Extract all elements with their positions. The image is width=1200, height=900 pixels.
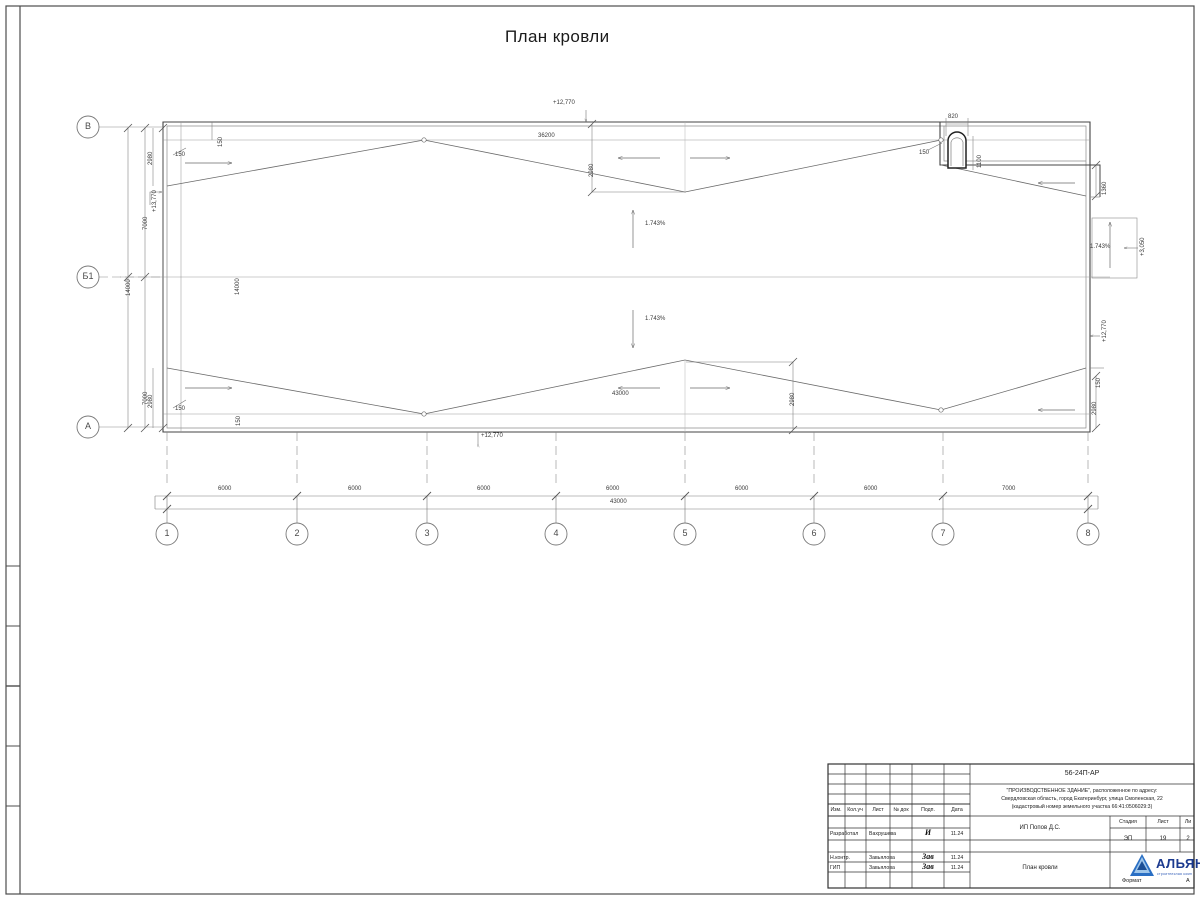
- lower-ridge-dimension: [686, 357, 798, 435]
- hdim-total: 43000: [610, 499, 627, 505]
- axis-label-6: 6: [811, 528, 817, 538]
- elevation-left: +13,770: [152, 190, 158, 212]
- col-ndok: № док: [893, 807, 909, 813]
- sheet-border: [5, 5, 1195, 895]
- drawing-name: План кровли: [1022, 865, 1058, 871]
- axis-label-8: 8: [1085, 528, 1091, 538]
- hdim-7: 7000: [1002, 486, 1016, 492]
- parapet-dim-4: 150: [236, 415, 242, 426]
- parapet-dim-1: 150: [218, 136, 224, 147]
- slope-label-bottom: 1.743%: [645, 316, 666, 322]
- hdim-2: 6000: [348, 486, 362, 492]
- letter-axes: [76, 115, 163, 439]
- parapet-dim-3: 150: [175, 406, 186, 412]
- format-value: А: [1186, 878, 1190, 884]
- axis-label-2: 2: [294, 528, 300, 538]
- company-logo-icon: [1130, 854, 1154, 876]
- format-label: Формат: [1122, 878, 1142, 884]
- date-gip: 11.24: [950, 865, 964, 871]
- sign-developer: И: [924, 828, 932, 837]
- customer-name: ИП Попов Д.С.: [1019, 825, 1061, 831]
- hdim-4: 6000: [606, 486, 620, 492]
- sheets-header: Ли: [1184, 819, 1192, 825]
- slope-label-top: 1.743%: [645, 221, 666, 227]
- hdim-5: 6000: [735, 486, 749, 492]
- slope-label-right: 1.743%: [1090, 244, 1111, 250]
- sheet-value: 19: [1159, 836, 1167, 842]
- roof-hatch-icon: [947, 131, 967, 169]
- dim-ridge-bottom: 43000: [612, 391, 629, 397]
- page-title: План кровли: [505, 27, 610, 46]
- sign-gip: Зав: [922, 862, 934, 871]
- elevation-right: +12,770: [1102, 320, 1108, 342]
- axis-label-v: В: [84, 121, 91, 131]
- edge-dim-4: 2980: [790, 392, 796, 406]
- object-line-2: Свердловская область, город Екатеринбург…: [1001, 796, 1163, 802]
- number-axes: [154, 432, 1100, 546]
- edge-dim-1: 2980: [148, 151, 154, 165]
- object-line-1: "ПРОИЗВОДСТВЕННОЕ ЗДАНИЕ", расположенное…: [1006, 788, 1158, 794]
- elevation-leaders: [149, 110, 1138, 444]
- object-line-3: (кадастровый номер земельного участка 66…: [1011, 804, 1153, 810]
- vdim-total-inner: 14000: [235, 278, 241, 295]
- parapet-dim-5: 150: [919, 150, 930, 156]
- right-dimensions: [945, 118, 1104, 433]
- hdim-3: 6000: [477, 486, 491, 492]
- col-izm: Изм.: [830, 807, 842, 813]
- role-ncontrol: Н.контр.: [830, 855, 850, 861]
- title-block-grid: [827, 763, 1195, 889]
- sheet-header: Лист: [1157, 819, 1169, 825]
- axis-label-3: 3: [424, 528, 430, 538]
- parapet-dim-2: 150: [175, 152, 186, 158]
- hatch-height-dim: 1100: [977, 155, 983, 168]
- stage-value: ЭП: [1123, 836, 1133, 842]
- edge-dim-5: 2980: [1092, 401, 1098, 415]
- name-ncontrol: Завьялова: [869, 855, 895, 861]
- axis-label-5: 5: [682, 528, 688, 538]
- vdim-total: 14000: [126, 279, 132, 296]
- hdim-1: 6000: [218, 486, 232, 492]
- company-name: АЛЬЯН: [1156, 856, 1200, 871]
- elevation-top: +12,770: [553, 100, 575, 106]
- date-ncontrol: 11.24: [950, 855, 964, 861]
- elevation-bottom: +12,770: [481, 433, 503, 439]
- parapet-dim-6: 150: [1096, 377, 1102, 388]
- axis-label-b1: Б1: [82, 271, 94, 281]
- company-subtitle: строительная комп: [1157, 872, 1193, 876]
- dim-ridge-top: 36200: [538, 133, 555, 139]
- edge-dim-3: 2980: [589, 163, 595, 177]
- left-dimension-chain: [123, 122, 213, 433]
- axis-label-a: А: [84, 421, 91, 431]
- axis-label-7: 7: [940, 528, 946, 538]
- upper-ridge-dimension: [587, 119, 686, 197]
- doc-number: 56-24П-АР: [1064, 770, 1100, 777]
- axis-label-1: 1: [164, 528, 170, 538]
- col-list: Лист: [872, 807, 884, 813]
- hdim-6: 6000: [864, 486, 878, 492]
- axis-label-4: 4: [553, 528, 559, 538]
- name-gip: Завьялова: [869, 865, 895, 871]
- elevation-right-box: +3,050: [1140, 237, 1146, 256]
- name-developer: Вахрушева: [869, 831, 896, 837]
- role-developer: Разработал: [830, 831, 859, 837]
- date-developer: 11.24: [950, 831, 964, 837]
- roof-flow-arrows: [185, 158, 1110, 410]
- sign-ncontrol: Зав: [922, 852, 934, 861]
- vdim-lower: 7000: [143, 391, 149, 405]
- stage-header: Стадия: [1119, 819, 1137, 825]
- vdim-upper: 7000: [143, 216, 149, 230]
- col-koluch: Кол.уч: [847, 807, 863, 813]
- col-data: Дата: [951, 807, 963, 813]
- col-podp: Подп.: [921, 807, 935, 813]
- roof-plan: [120, 121, 1110, 433]
- role-gip: ГИП: [830, 865, 841, 871]
- sheets-value: 2: [1186, 836, 1190, 842]
- step-dim-right: 1360: [1102, 181, 1108, 195]
- hatch-width-dim: 820: [948, 114, 959, 120]
